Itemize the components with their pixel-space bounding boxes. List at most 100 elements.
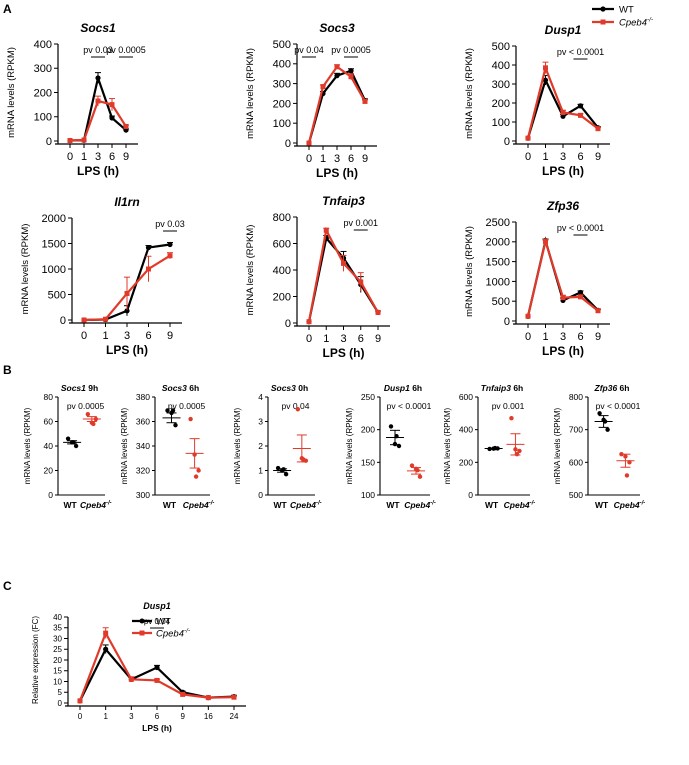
pvalue-label: pv 0.0005 <box>106 45 146 55</box>
chart-title: Zfp36 <box>546 199 579 213</box>
point-ko <box>362 98 368 104</box>
x-tick-label: Cpeb4-/- <box>80 500 112 510</box>
y-tick-label: 40 <box>53 613 62 622</box>
point-ko <box>417 474 423 479</box>
chart-title: Socs3 6h <box>162 383 199 393</box>
y-tick-label: 500 <box>569 490 583 500</box>
y-tick-label: 200 <box>492 98 510 110</box>
y-tick-label: 2500 <box>486 217 510 229</box>
point-ko <box>301 457 306 462</box>
y-tick-label: 5 <box>58 688 63 697</box>
y-tick-label: 0 <box>285 138 291 150</box>
point-wt <box>348 68 354 74</box>
y-tick-label: 500 <box>48 289 66 301</box>
point-ko <box>167 253 173 259</box>
y-tick-label: 400 <box>459 425 473 435</box>
point-ko <box>517 448 522 454</box>
point-ko <box>196 468 201 473</box>
y-tick-label: 200 <box>459 457 473 467</box>
y-tick-label: 30 <box>53 634 62 643</box>
y-axis-label: mRNA levels (RPKM) <box>120 407 129 484</box>
point-wt <box>394 434 399 439</box>
chart-title: Zfp36 6h <box>594 383 630 393</box>
y-tick-label: 1500 <box>486 256 510 268</box>
x-tick-label: WT <box>595 500 609 510</box>
line-chart-il1rn-3: 0 500 1000 1500 2000 0 1 3 6 9 Il1rn LPS (h) mRNA le… <box>20 195 185 357</box>
chart-title: Socs3 <box>319 21 355 35</box>
point-ko <box>146 266 151 272</box>
x-tick-label: 6 <box>145 330 151 342</box>
y-tick-label: 150 <box>361 457 375 467</box>
point-ko <box>560 295 566 301</box>
x-tick-label: 0 <box>81 330 87 342</box>
y-tick-label: 40 <box>44 441 54 451</box>
point-ko <box>128 676 134 682</box>
point-wt <box>124 308 130 314</box>
x-tick-label: 0 <box>78 712 83 721</box>
x-tick-label: 9 <box>167 330 173 342</box>
point-ko <box>595 308 601 314</box>
point-ko <box>341 260 346 266</box>
point-wt <box>577 289 584 296</box>
point-ko <box>123 123 129 129</box>
legend-wt-marker <box>139 618 145 624</box>
pvalue-label: pv 0.0005 <box>67 401 105 411</box>
x-tick-label: Cpeb4-/- <box>290 500 322 510</box>
pvalue-label: pv < 0.0001 <box>557 223 604 233</box>
point-wt <box>173 422 178 428</box>
point-wt <box>95 75 101 81</box>
point-ko <box>623 454 628 459</box>
point-ko <box>295 407 301 412</box>
point-wt <box>154 664 160 671</box>
point-wt <box>73 443 79 449</box>
point-ko <box>578 112 583 118</box>
x-tick-label: 9 <box>375 333 381 345</box>
dot-chart-dusp1-9: 100 150 200 250 Dusp1 6h pv < 0.0001 mRNA leve… <box>345 383 436 510</box>
y-axis-label: mRNA levels (RPKM) <box>233 407 242 484</box>
x-tick-label: 6 <box>358 333 364 345</box>
point-ko <box>525 135 531 141</box>
pvalue-label: pv < 0.0001 <box>557 47 604 57</box>
point-ko <box>95 98 101 104</box>
x-tick-label: 9 <box>123 151 129 163</box>
y-tick-label: 200 <box>361 425 375 435</box>
chart-title: Tnfaip3 <box>322 194 365 208</box>
point-ko <box>81 137 87 143</box>
chart-title: Dusp1 6h <box>384 383 422 393</box>
point-ko <box>103 630 109 636</box>
x-tick-label: 6 <box>348 153 354 165</box>
y-axis-label: Relative expression (FC) <box>31 616 40 704</box>
x-tick-label: 3 <box>560 151 566 163</box>
point-ko <box>409 463 415 468</box>
chart-title: Socs3 0h <box>271 383 308 393</box>
point-ko <box>81 317 87 323</box>
pvalue-label: pv 0.0005 <box>168 401 206 411</box>
y-tick-label: 60 <box>44 417 54 427</box>
point-ko <box>205 695 211 701</box>
y-tick-label: 80 <box>44 392 54 402</box>
y-tick-label: 300 <box>492 79 510 91</box>
series-line-wt <box>307 235 379 322</box>
point-wt <box>605 427 610 432</box>
y-tick-label: 800 <box>569 392 583 402</box>
point-ko <box>193 474 199 479</box>
point-ko <box>323 227 329 233</box>
x-axis-label: LPS (h) <box>106 343 148 357</box>
y-tick-label: 250 <box>361 392 375 402</box>
x-axis-label: LPS (h) <box>77 164 119 178</box>
dot-chart-zfp36-11: 500 600 700 800 Zfp36 6h pv < 0.0001 mRNA leve… <box>553 383 645 510</box>
point-ko <box>525 313 531 319</box>
x-tick-label: 1 <box>103 712 108 721</box>
point-wt <box>65 436 71 441</box>
x-tick-label: 24 <box>230 712 239 721</box>
point-ko <box>509 416 514 421</box>
legend-wt-label: WT <box>156 617 171 628</box>
point-ko <box>91 421 96 427</box>
y-tick-label: 200 <box>273 291 291 303</box>
y-tick-label: 0 <box>504 136 510 148</box>
x-tick-label: 0 <box>306 153 312 165</box>
